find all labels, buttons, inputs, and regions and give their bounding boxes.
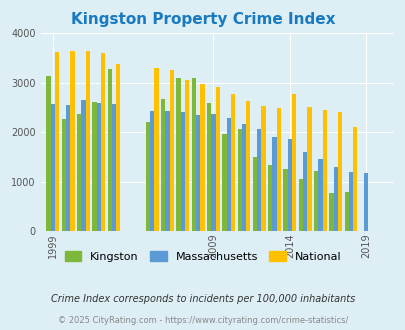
Bar xyxy=(276,108,280,231)
Bar xyxy=(191,78,196,231)
Bar xyxy=(298,179,302,231)
Bar xyxy=(169,70,173,231)
Bar xyxy=(344,192,348,231)
Bar xyxy=(55,52,59,231)
Bar xyxy=(328,193,333,231)
Bar xyxy=(116,64,120,231)
Bar xyxy=(85,51,90,231)
Bar xyxy=(112,104,116,231)
Bar xyxy=(154,68,158,231)
Bar xyxy=(51,104,55,231)
Bar xyxy=(161,99,165,231)
Bar xyxy=(100,53,105,231)
Bar xyxy=(256,129,261,231)
Bar xyxy=(291,94,296,231)
Bar xyxy=(226,118,230,231)
Bar xyxy=(252,157,256,231)
Bar xyxy=(70,51,75,231)
Bar xyxy=(337,112,341,231)
Bar xyxy=(302,152,307,231)
Bar xyxy=(211,114,215,231)
Bar xyxy=(237,129,241,231)
Bar xyxy=(176,78,180,231)
Bar xyxy=(241,124,245,231)
Bar xyxy=(307,107,311,231)
Bar xyxy=(333,167,337,231)
Bar xyxy=(283,169,287,231)
Bar xyxy=(318,159,322,231)
Bar xyxy=(81,100,85,231)
Bar xyxy=(96,103,100,231)
Bar xyxy=(107,69,112,231)
Bar xyxy=(92,102,96,231)
Bar xyxy=(245,101,250,231)
Bar xyxy=(185,80,189,231)
Bar xyxy=(222,134,226,231)
Bar xyxy=(267,165,272,231)
Text: © 2025 CityRating.com - https://www.cityrating.com/crime-statistics/: © 2025 CityRating.com - https://www.city… xyxy=(58,315,347,325)
Bar xyxy=(322,110,326,231)
Bar xyxy=(165,111,169,231)
Bar xyxy=(180,112,185,231)
Bar xyxy=(196,115,200,231)
Bar xyxy=(77,114,81,231)
Bar xyxy=(150,111,154,231)
Bar xyxy=(287,139,291,231)
Bar xyxy=(46,76,51,231)
Legend: Kingston, Massachusetts, National: Kingston, Massachusetts, National xyxy=(60,247,345,267)
Bar xyxy=(313,171,318,231)
Bar xyxy=(272,138,276,231)
Bar xyxy=(261,106,265,231)
Bar xyxy=(200,84,204,231)
Bar xyxy=(363,173,367,231)
Bar xyxy=(145,122,150,231)
Text: Crime Index corresponds to incidents per 100,000 inhabitants: Crime Index corresponds to incidents per… xyxy=(51,294,354,304)
Bar xyxy=(207,103,211,231)
Bar xyxy=(215,87,219,231)
Text: Kingston Property Crime Index: Kingston Property Crime Index xyxy=(70,12,335,27)
Bar xyxy=(66,105,70,231)
Bar xyxy=(348,172,352,231)
Bar xyxy=(62,119,66,231)
Bar xyxy=(352,127,356,231)
Bar xyxy=(230,94,234,231)
